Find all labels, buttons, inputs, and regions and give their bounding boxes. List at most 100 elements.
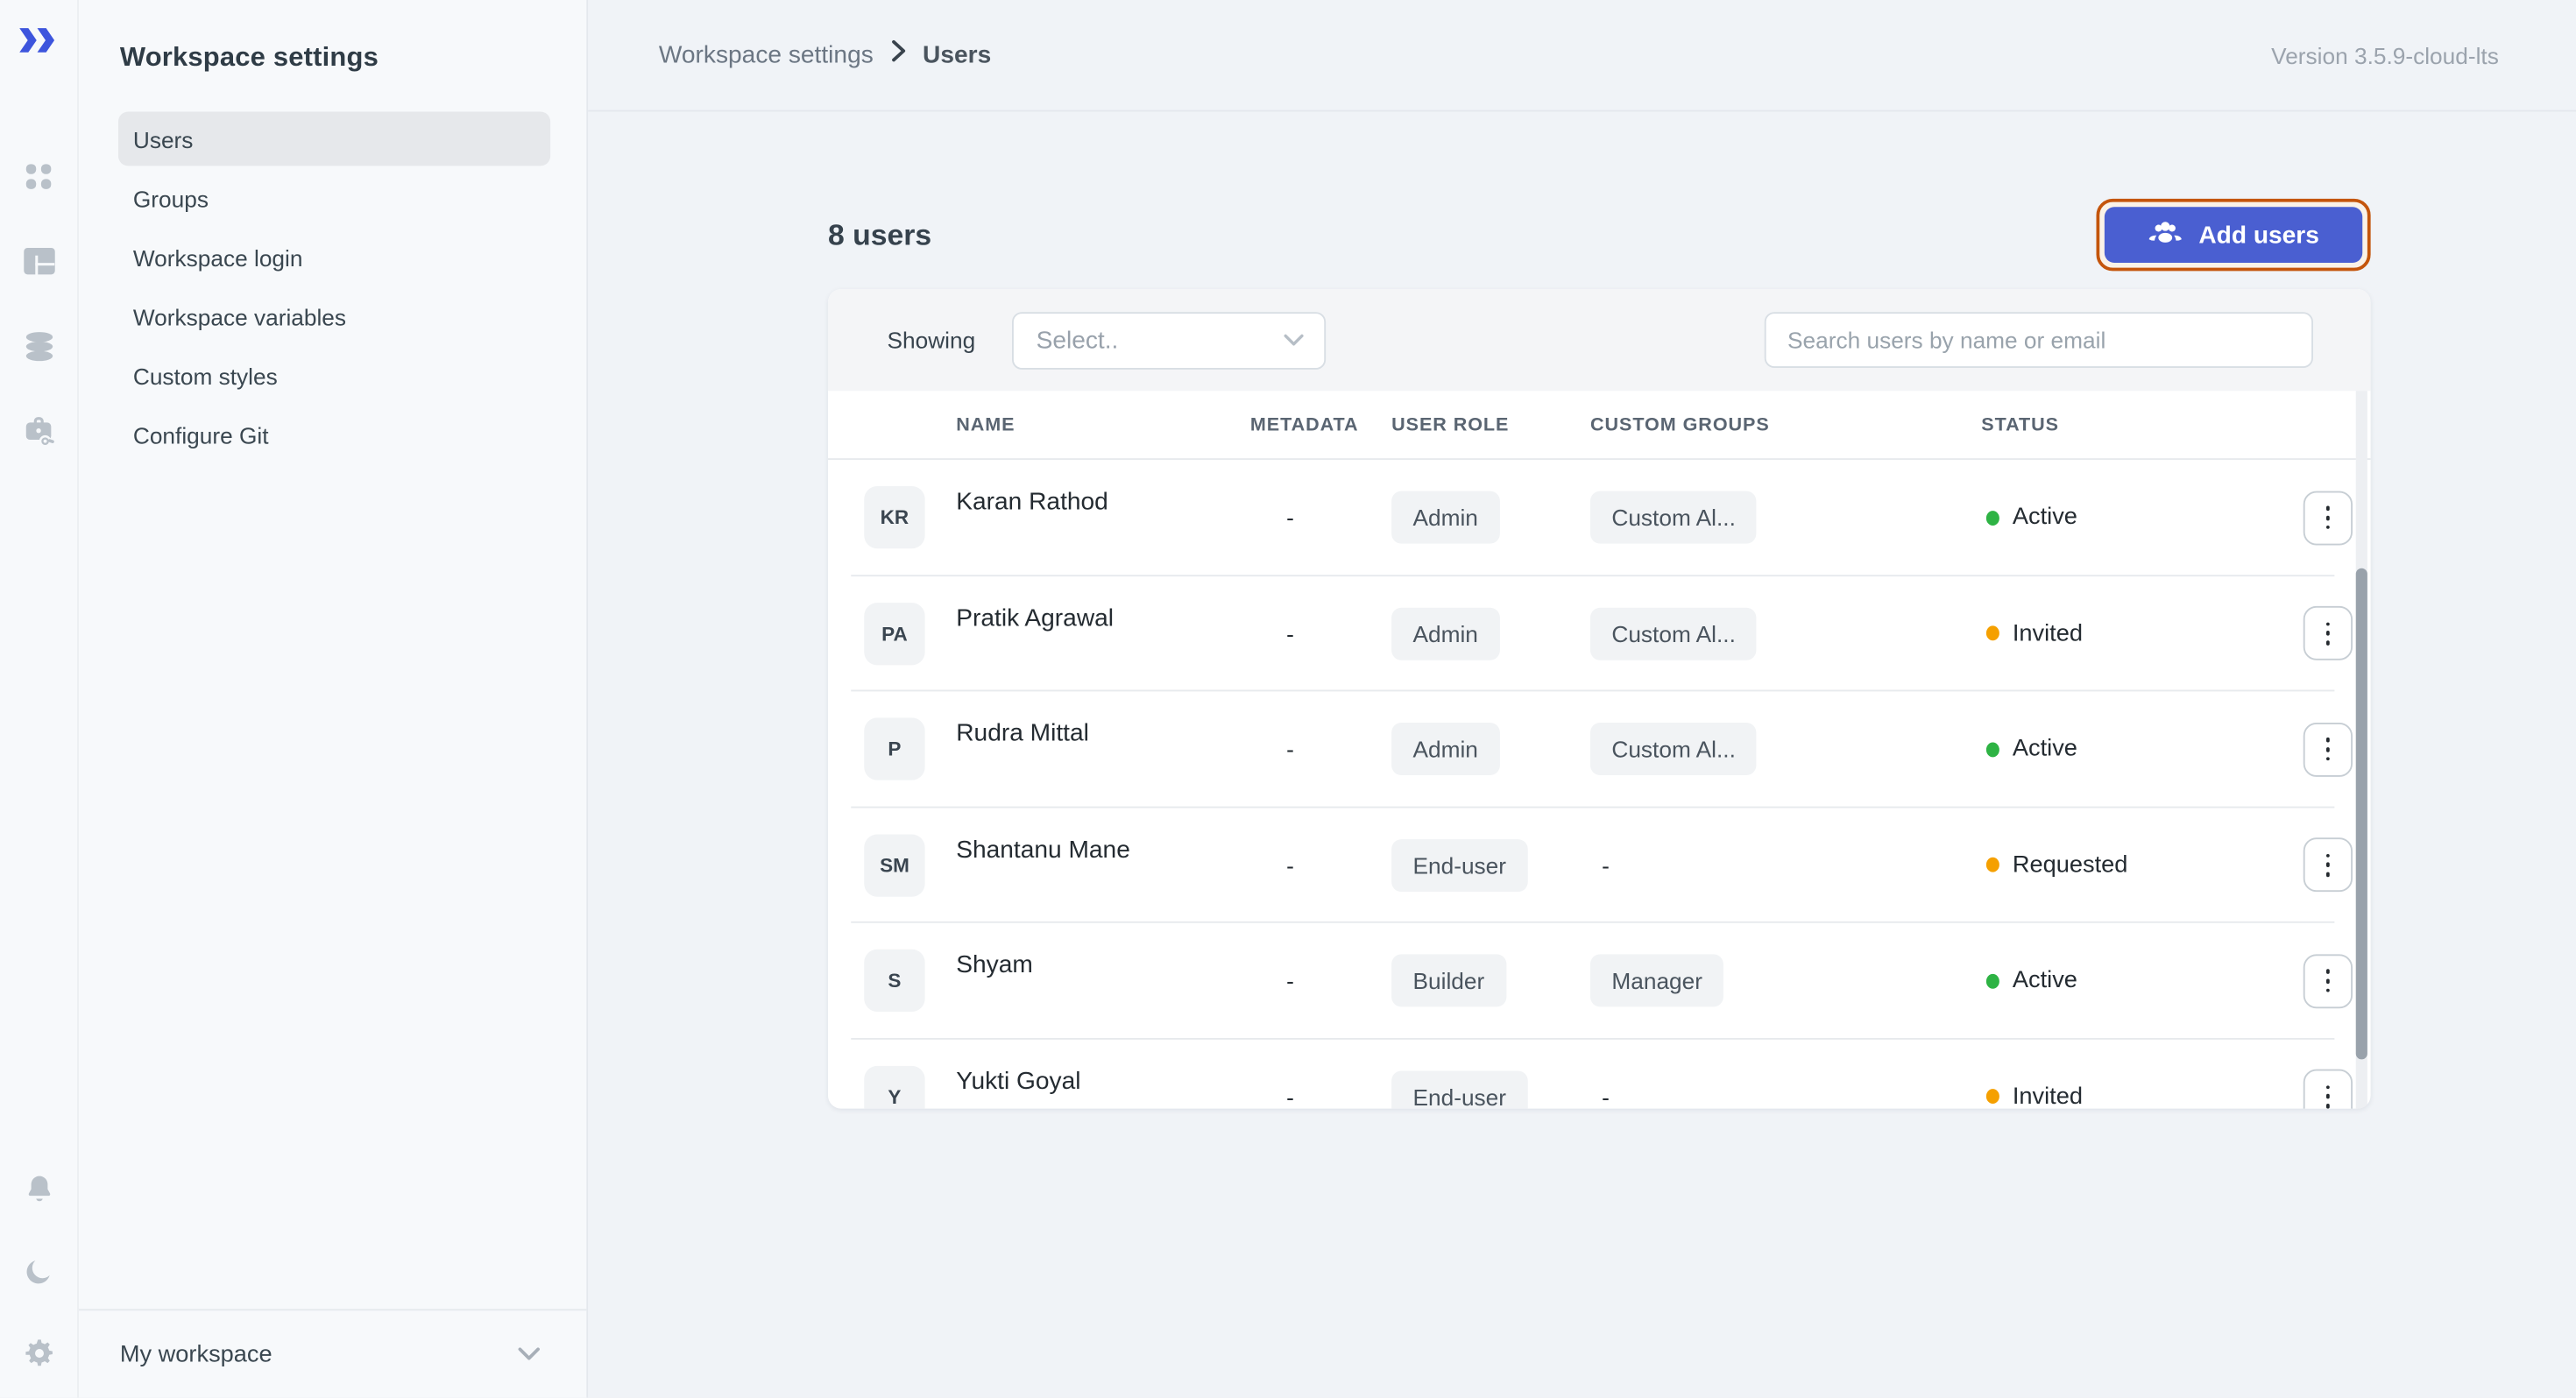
user-role-badge: End-user (1391, 838, 1528, 892)
user-role-badge: Admin (1391, 723, 1500, 776)
dark-mode-moon-icon[interactable] (20, 1253, 56, 1289)
breadcrumb: Workspace settings Users (659, 39, 991, 71)
table-scrollbar-track (2355, 391, 2367, 1109)
sidebar-item-custom-styles[interactable]: Custom styles (132, 362, 278, 389)
status-badge: Active (1981, 505, 2282, 531)
custom-group-badge[interactable]: Custom Al... (1590, 491, 1758, 545)
filter-select[interactable]: Select.. (1011, 311, 1326, 369)
sidebar-item-configure-git[interactable]: Configure Git (132, 420, 269, 448)
table-row: S Shyam - Builder Manager Active (828, 923, 2371, 1039)
table-row: PA Pratik Agrawal - Admin Custom Al... I… (828, 575, 2371, 691)
tooljet-logo-icon[interactable] (18, 23, 60, 66)
workspace-switcher[interactable]: My workspace (79, 1309, 587, 1398)
table-scrollbar-thumb[interactable] (2355, 568, 2367, 1060)
user-metadata: - (1286, 505, 1294, 532)
database-icon[interactable] (20, 328, 56, 364)
custom-group-empty: - (1602, 1084, 1610, 1109)
column-header-metadata: METADATA (1249, 414, 1359, 434)
column-header-status: STATUS (1981, 414, 2059, 434)
user-name: Shantanu Mane (956, 835, 1130, 864)
apps-grid-icon[interactable] (20, 158, 56, 194)
top-bar: Workspace settings Users Version 3.5.9-c… (588, 0, 2576, 112)
avatar: KR (864, 486, 925, 549)
avatar: SM (864, 834, 925, 897)
row-actions-menu-button[interactable] (2303, 1070, 2353, 1109)
workspace-switcher-label: My workspace (119, 1341, 272, 1368)
users-page-content: 8 users Add users (588, 112, 2371, 1109)
user-metadata: - (1286, 1084, 1294, 1109)
add-users-label: Add users (2198, 221, 2319, 250)
notifications-bell-icon[interactable] (20, 1171, 56, 1207)
status-badge: Requested (1981, 852, 2282, 879)
showing-label: Showing (887, 327, 976, 354)
custom-group-badge[interactable]: Custom Al... (1590, 607, 1758, 660)
custom-group-badge[interactable]: Manager (1590, 954, 1724, 1007)
custom-group-empty: - (1602, 851, 1610, 879)
status-badge: Active (1981, 968, 2282, 994)
status-dot (1985, 625, 1999, 641)
icon-rail (0, 0, 79, 1398)
chevron-down-icon (518, 1339, 541, 1369)
status-dot (1985, 510, 1999, 526)
breadcrumb-root[interactable]: Workspace settings (658, 40, 874, 69)
users-table-card: Showing Select.. NAME METADATA USER ROLE… (828, 289, 2371, 1109)
avatar: S (864, 950, 925, 1013)
user-role-badge: Admin (1391, 607, 1500, 660)
column-header-name: NAME (956, 414, 1016, 434)
user-role-badge: Builder (1391, 954, 1506, 1007)
avatar: PA (864, 602, 925, 665)
table-row: KR Karan Rathod - Admin Custom Al... Act… (828, 460, 2371, 575)
table-row: Y Yukti Goyal - End-user - Invited (828, 1039, 2371, 1109)
user-role-badge: End-user (1391, 1070, 1528, 1109)
filter-bar: Showing Select.. (828, 289, 2371, 392)
user-metadata: - (1286, 967, 1294, 994)
avatar: Y (864, 1065, 925, 1109)
breadcrumb-chevron-icon (890, 39, 907, 71)
settings-sidebar: Workspace settings Users Groups Workspac… (79, 0, 589, 1398)
add-users-button[interactable]: Add users (2104, 207, 2363, 263)
content-header: 8 users Add users (828, 198, 2371, 272)
search-users-input[interactable] (1764, 312, 2313, 368)
row-actions-menu-button[interactable] (2303, 837, 2353, 893)
status-badge: Active (1981, 736, 2282, 762)
app-layout-icon[interactable] (20, 244, 56, 279)
chevron-down-icon (1283, 325, 1304, 355)
row-actions-menu-button[interactable] (2303, 722, 2353, 777)
settings-gear-icon[interactable] (20, 1336, 56, 1372)
table-header-row: NAME METADATA USER ROLE CUSTOM GROUPS ST… (828, 391, 2371, 460)
custom-group-badge[interactable]: Custom Al... (1590, 723, 1758, 776)
workspace-constants-icon[interactable] (20, 414, 56, 450)
user-metadata: - (1286, 851, 1294, 879)
column-header-user-role: USER ROLE (1391, 414, 1510, 434)
table-row: SM Shantanu Mane - End-user - Requested (828, 808, 2371, 923)
version-label: Version 3.5.9-cloud-lts (2271, 41, 2499, 68)
status-badge: Invited (1981, 620, 2282, 646)
user-name: Karan Rathod (956, 487, 1108, 516)
row-actions-menu-button[interactable] (2303, 606, 2353, 661)
sidebar-menu: Users Groups Workspace login Workspace v… (79, 111, 586, 467)
users-group-icon (2148, 219, 2183, 251)
column-header-custom-groups: CUSTOM GROUPS (1590, 414, 1770, 434)
user-role-badge: Admin (1391, 491, 1500, 545)
sidebar-item-workspace-variables[interactable]: Workspace variables (132, 302, 347, 329)
avatar: P (864, 717, 925, 781)
user-name: Pratik Agrawal (956, 604, 1115, 632)
sidebar-item-groups[interactable]: Groups (132, 184, 209, 211)
filter-select-value: Select.. (1036, 326, 1119, 355)
breadcrumb-current: Users (923, 40, 992, 69)
status-dot (1985, 1089, 1999, 1105)
user-metadata: - (1286, 620, 1294, 647)
user-name: Rudra Mittal (956, 719, 1089, 748)
sidebar-item-workspace-login[interactable]: Workspace login (132, 244, 303, 271)
status-dot (1985, 973, 1999, 989)
user-metadata: - (1286, 736, 1294, 763)
status-dot (1985, 742, 1999, 757)
add-users-highlight-ring: Add users (2096, 198, 2371, 272)
row-actions-menu-button[interactable] (2303, 953, 2353, 1008)
user-name: Yukti Goyal (956, 1066, 1081, 1095)
row-actions-menu-button[interactable] (2303, 491, 2353, 546)
table-row: P Rudra Mittal - Admin Custom Al... Acti… (828, 691, 2371, 807)
status-dot (1985, 858, 1999, 873)
sidebar-item-users[interactable]: Users (118, 111, 551, 166)
